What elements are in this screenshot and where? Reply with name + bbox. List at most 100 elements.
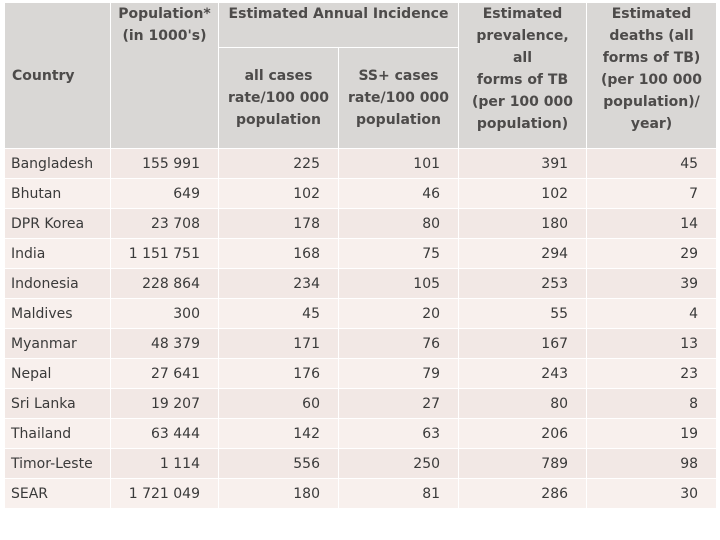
table-row: Bangladesh 155 991 225 101 391 45 [4,148,718,179]
header-prevalence-line1: Estimated [482,6,563,22]
table-body: Bangladesh 155 991 225 101 391 45 Bhutan… [4,148,718,509]
cell-prevalence: 286 [458,478,588,509]
cell-population: 228 864 [110,268,219,299]
table-row: DPR Korea 23 708 178 80 180 14 [4,208,718,239]
header-deaths-line1: Estimated [611,6,692,22]
cell-deaths: 7 [586,178,718,209]
header-deaths-line3: forms of TB) [602,50,701,66]
cell-ss-cases: 250 [337,448,460,479]
header-ss-cases-line3: population [356,112,441,128]
table-row: India 1 151 751 168 75 294 29 [4,238,718,269]
table-row: Bhutan 649 102 46 102 7 [4,178,718,209]
cell-all-cases: 556 [218,448,339,479]
cell-deaths: 45 [586,148,718,179]
header-deaths-line6: year) [630,116,673,132]
cell-all-cases: 176 [218,358,339,389]
cell-population: 63 444 [110,418,219,449]
cell-deaths: 29 [586,238,718,269]
table-row: Thailand 63 444 142 63 206 19 [4,418,718,449]
cell-prevalence: 80 [458,388,588,419]
cell-all-cases: 225 [218,148,339,179]
header-country-label: Country [12,67,75,84]
cell-population: 19 207 [110,388,219,419]
header-ss-cases-line2: rate/100 000 [348,90,449,106]
table-row: Timor-Leste 1 114 556 250 789 98 [4,448,718,479]
cell-ss-cases: 101 [337,148,460,179]
header-deaths-line5: population)/ [603,94,700,110]
cell-population: 155 991 [110,148,219,179]
header-deaths-line4: (per 100 000 [601,72,703,88]
cell-prevalence: 243 [458,358,588,389]
cell-country: Nepal [4,358,111,389]
cell-population: 1 151 751 [110,238,219,269]
cell-deaths: 13 [586,328,718,359]
cell-prevalence: 391 [458,148,588,179]
cell-prevalence: 102 [458,178,588,209]
table-row: SEAR 1 721 049 180 81 286 30 [4,478,718,509]
cell-ss-cases: 27 [337,388,460,419]
table-row: Maldives 300 45 20 55 4 [4,298,718,329]
header-population-line2: (in 1000's) [122,28,207,44]
cell-all-cases: 142 [218,418,339,449]
table-row: Indonesia 228 864 234 105 253 39 [4,268,718,299]
header-incidence-label: Estimated Annual Incidence [228,6,449,22]
cell-all-cases: 180 [218,478,339,509]
cell-prevalence: 789 [458,448,588,479]
cell-prevalence: 167 [458,328,588,359]
header-row-sub: all cases rate/100 000 population SS+ ca… [5,47,717,149]
cell-ss-cases: 81 [337,478,460,509]
cell-country: Bhutan [4,178,111,209]
header-all-cases: all cases rate/100 000 population [218,47,339,149]
cell-deaths: 14 [586,208,718,239]
header-deaths-line2: deaths (all [609,28,694,44]
table-header: Country Population* (in 1000's) Estimate… [4,2,718,149]
header-population-line1: Population* [118,6,211,22]
table-row: Nepal 27 641 176 79 243 23 [4,358,718,389]
header-ss-cases-line1: SS+ cases [358,68,439,84]
cell-deaths: 8 [586,388,718,419]
cell-country: Sri Lanka [4,388,111,419]
cell-population: 23 708 [110,208,219,239]
cell-country: Indonesia [4,268,111,299]
cell-ss-cases: 75 [337,238,460,269]
cell-country: Bangladesh [4,148,111,179]
header-deaths: Estimated deaths (all forms of TB) (per … [586,2,718,149]
cell-all-cases: 171 [218,328,339,359]
cell-country: SEAR [4,478,111,509]
header-ss-cases: SS+ cases rate/100 000 population [337,47,460,149]
table-row: Myanmar 48 379 171 76 167 13 [4,328,718,359]
table-row: Sri Lanka 19 207 60 27 80 8 [4,388,718,419]
cell-country: Thailand [4,418,111,449]
header-country: Country [4,2,111,149]
header-prevalence-line4: (per 100 000 [472,94,574,110]
header-row-top: Country Population* (in 1000's) Estimate… [4,2,718,149]
cell-all-cases: 168 [218,238,339,269]
cell-prevalence: 180 [458,208,588,239]
cell-ss-cases: 76 [337,328,460,359]
cell-country: DPR Korea [4,208,111,239]
cell-deaths: 23 [586,358,718,389]
cell-deaths: 98 [586,448,718,479]
cell-all-cases: 178 [218,208,339,239]
cell-country: India [4,238,111,269]
header-prevalence-line5: population) [476,116,569,132]
cell-ss-cases: 80 [337,208,460,239]
cell-all-cases: 60 [218,388,339,419]
tb-data-table: Country Population* (in 1000's) Estimate… [4,2,718,509]
cell-population: 1 114 [110,448,219,479]
cell-deaths: 30 [586,478,718,509]
cell-country: Maldives [4,298,111,329]
header-population: Population* (in 1000's) [110,2,219,149]
cell-country: Timor-Leste [4,448,111,479]
cell-population: 27 641 [110,358,219,389]
cell-deaths: 4 [586,298,718,329]
header-prevalence-line2: prevalence, all [476,28,569,66]
cell-prevalence: 55 [458,298,588,329]
header-prevalence-line3: forms of TB [476,72,569,88]
cell-population: 300 [110,298,219,329]
header-all-cases-line3: population [236,112,321,128]
cell-all-cases: 234 [218,268,339,299]
cell-deaths: 19 [586,418,718,449]
header-all-cases-line1: all cases [244,68,313,84]
